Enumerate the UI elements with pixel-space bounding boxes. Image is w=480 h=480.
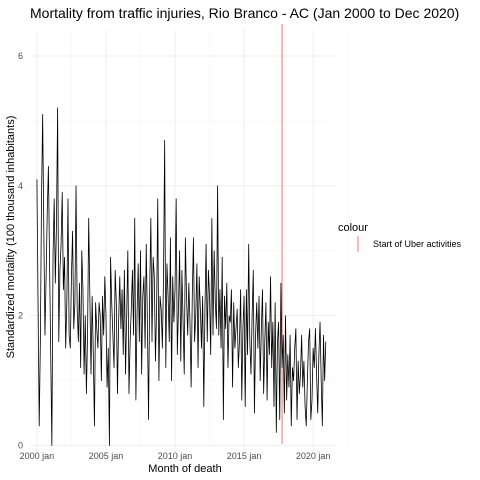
chart-title: Mortality from traffic injuries, Rio Bra…	[30, 5, 459, 21]
y-axis-title: Standardized mortality (100 thousand inh…	[5, 116, 17, 359]
legend: colour Start of Uber activities	[338, 222, 462, 252]
x-axis-title: Month of death	[148, 463, 221, 475]
y-tick-label: 2	[18, 311, 23, 321]
series-line	[36, 107, 327, 446]
x-tick-label: 2020 jan	[296, 451, 331, 461]
y-tick-label: 4	[18, 181, 23, 191]
y-tick-labels: 0 2 4 6	[18, 51, 23, 451]
mortality-series	[36, 107, 327, 446]
x-tick-labels: 2000 jan 2005 jan 2010 jan 2015 jan 2020 jan	[20, 451, 331, 461]
y-tick-label: 6	[18, 51, 23, 61]
legend-label-uber: Start of Uber activities	[373, 239, 462, 249]
x-tick-label: 2010 jan	[158, 451, 193, 461]
x-tick-label: 2005 jan	[89, 451, 124, 461]
grid-lines	[30, 30, 348, 452]
x-tick-label: 2015 jan	[227, 451, 262, 461]
x-tick-label: 2000 jan	[20, 451, 55, 461]
y-tick-label: 0	[18, 441, 23, 451]
legend-title: colour	[338, 222, 368, 234]
